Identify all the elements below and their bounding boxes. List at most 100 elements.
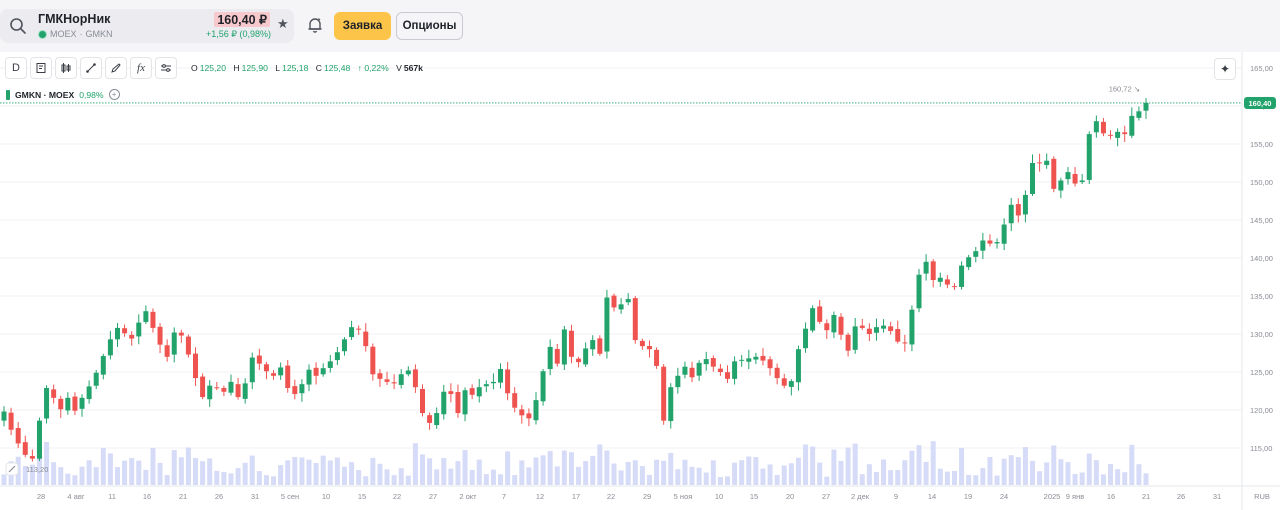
star-icon[interactable]: ★ (277, 16, 289, 31)
candle-body (902, 342, 908, 344)
candle-body (583, 348, 589, 365)
volume-bar (136, 460, 142, 485)
volume-bar (547, 451, 553, 485)
search-icon[interactable] (8, 16, 28, 36)
candle-body (533, 400, 539, 421)
candle-body (299, 384, 305, 394)
volume-bar (235, 468, 241, 485)
volume-bar (725, 476, 731, 485)
volume-bar (1108, 463, 1114, 485)
candle-body (8, 412, 14, 430)
volume-bar (675, 469, 681, 485)
time-tick-label: 15 (750, 492, 758, 501)
candle-body (604, 297, 610, 352)
price-chart[interactable]: 165,00160,00155,00150,00145,00140,00135,… (0, 52, 1280, 510)
candle-body (320, 368, 326, 375)
volume-bar (895, 470, 901, 485)
volume-bar (462, 450, 468, 485)
settings-sliders-icon[interactable] (155, 57, 177, 79)
options-button[interactable]: Опционы (396, 12, 463, 40)
volume-bar (1065, 462, 1071, 485)
candle-body (746, 358, 752, 362)
trendline-icon[interactable] (80, 57, 102, 79)
volume-bar (242, 462, 248, 485)
candle-body (519, 409, 525, 416)
volume-bar (150, 447, 156, 485)
volume-bar (1122, 472, 1128, 485)
volume-bar (661, 460, 667, 485)
volume-bar (455, 461, 461, 485)
ai-sparkle-icon[interactable]: ✦ (1214, 58, 1236, 80)
volume-bar (803, 444, 809, 485)
candle-body (1058, 180, 1064, 191)
volume-bar (164, 475, 170, 485)
order-button[interactable]: Заявка (334, 12, 391, 40)
time-tick-label: 29 (643, 492, 651, 501)
volume-bar (817, 462, 823, 485)
volume-bar (959, 447, 965, 485)
time-tick-label: 5 сен (281, 492, 299, 501)
bell-icon[interactable] (306, 16, 324, 34)
indicators-button[interactable]: fx (130, 57, 152, 79)
volume-bar (356, 470, 362, 485)
volume-bar (320, 455, 326, 485)
ticker-selector[interactable]: ГМКНорНик MOEX · GMKN 160,40 ₽ +1,56 ₽ (… (0, 9, 294, 43)
candle-body (959, 265, 965, 287)
candle-body (597, 338, 603, 354)
volume-bar (987, 456, 993, 485)
time-tick-label: 26 (215, 492, 223, 501)
volume-bar (590, 455, 596, 485)
candles-icon[interactable] (55, 57, 77, 79)
volume-bar (193, 457, 199, 485)
volume-bar (44, 441, 50, 485)
candle-body (710, 358, 716, 367)
candle-body (866, 328, 872, 334)
volume-bar (930, 441, 936, 485)
candle-body (923, 261, 929, 274)
candle-body (1, 411, 7, 421)
candle-body (1086, 134, 1092, 180)
volume-bar (980, 468, 986, 485)
volume-bar (1143, 473, 1149, 485)
current-price-badge (1244, 96, 1276, 109)
volume-bar (951, 470, 957, 485)
time-tick-label: 31 (1213, 492, 1221, 501)
candle-body (15, 428, 21, 444)
add-compare-icon[interactable]: + (108, 89, 120, 100)
volume-bar (994, 475, 1000, 485)
volume-bar (1086, 453, 1092, 485)
candle-body (1044, 160, 1050, 166)
time-tick-label: 28 (37, 492, 45, 501)
candle-body (753, 356, 759, 360)
chart-type-icon[interactable] (30, 57, 52, 79)
candle-body (554, 348, 560, 364)
draw-icon[interactable] (105, 57, 127, 79)
chart-grid (0, 52, 1280, 510)
volume-bar (79, 466, 85, 485)
volume-bar (405, 475, 411, 485)
candle-body (1030, 163, 1036, 194)
candle-body (767, 359, 773, 369)
candle-body (973, 251, 979, 257)
volume-bar (611, 463, 617, 485)
candle-body (888, 326, 894, 331)
series-legend[interactable]: GMKN · MOEX 0,98% + (6, 89, 120, 100)
candle-body (36, 420, 42, 459)
candle-body (377, 373, 383, 379)
candle-body (469, 388, 475, 395)
volume-bar (923, 461, 929, 485)
candle-body (327, 361, 333, 368)
volume-bar (937, 468, 943, 485)
candle-body (1136, 111, 1142, 118)
candle-body (803, 328, 809, 349)
interval-button[interactable]: D (5, 57, 27, 79)
candle-body (1065, 172, 1071, 180)
volume-bar (909, 450, 915, 485)
volume-bar (845, 447, 851, 485)
volume-bar (143, 469, 149, 485)
volume-bar (1093, 460, 1099, 485)
candle-body (838, 316, 844, 335)
volume-bar (498, 474, 504, 485)
candle-body (646, 346, 652, 350)
volume-bar (767, 464, 773, 485)
